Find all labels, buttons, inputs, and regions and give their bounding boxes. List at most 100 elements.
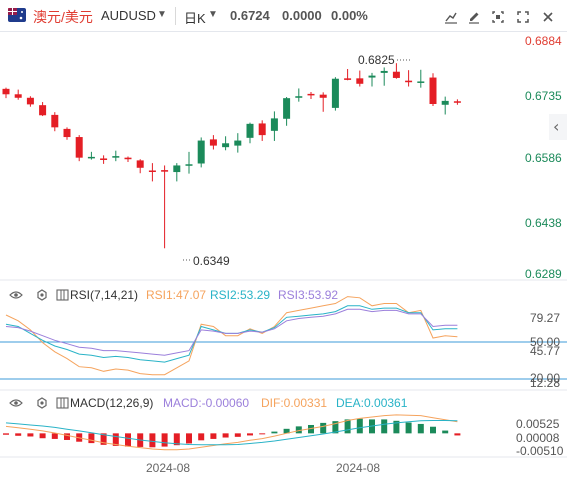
close-button[interactable] — [538, 7, 558, 27]
candle-down — [51, 112, 59, 132]
settings-icon[interactable] — [37, 397, 47, 409]
candle-up — [368, 72, 376, 87]
chart-area[interactable]: 0.6884 0.6735 0.6586 0.6438 0.6289 0.682… — [0, 32, 567, 484]
candle-down — [209, 135, 217, 150]
chevron-left-icon: ‹ — [553, 117, 559, 136]
screenshot-button[interactable] — [488, 7, 508, 27]
candle-body — [258, 123, 266, 136]
dif-value: DIF:0.00331 — [261, 396, 327, 410]
candle-up — [417, 69, 425, 88]
rsi-lines — [5, 296, 458, 376]
candle-body — [344, 78, 352, 80]
candle-body — [51, 114, 59, 128]
rsi-tick-label: 20.00 — [530, 371, 560, 385]
macd-histogram-bar — [259, 433, 266, 435]
dea-line — [5, 420, 458, 446]
rsi-title: RSI(7,14,21) — [70, 288, 138, 302]
pencil-button[interactable] — [464, 7, 484, 27]
dif-line — [5, 414, 458, 451]
eye-icon[interactable] — [9, 399, 23, 407]
macd-bars-and-lines — [3, 414, 461, 451]
candle-body — [26, 97, 34, 105]
candle-up — [270, 111, 278, 141]
candle-up — [246, 122, 254, 144]
candle-body — [100, 158, 108, 160]
chart-type-icon[interactable] — [56, 289, 69, 301]
candle-body — [161, 170, 169, 172]
candlestick-panel[interactable] — [2, 63, 461, 249]
price-change-percent: 0.00% — [331, 8, 368, 23]
macd-histogram-bar — [64, 433, 70, 440]
macd-histogram-bar — [27, 433, 34, 437]
chevron-down-icon[interactable]: ▼ — [157, 9, 167, 20]
macd-header: MACD(12,26,9) MACD:-0.00060 DIF:0.00331 … — [9, 396, 408, 410]
candle-body — [197, 140, 205, 164]
expand-panel-button[interactable]: ‹ — [549, 114, 567, 140]
chart-toolbar: 澳元/美元 AUDUSD ▼ 日K ▼ 0.6724 0.0000 0.00% — [0, 0, 567, 32]
candle-down — [161, 165, 169, 249]
candle-body — [246, 123, 254, 138]
candle-body — [270, 118, 278, 131]
candle-down — [453, 99, 461, 105]
rsi3-line — [5, 308, 458, 356]
macd-histogram-bar — [344, 419, 351, 434]
chevron-down-icon[interactable]: ▼ — [208, 9, 218, 20]
candle-body — [87, 156, 95, 159]
candle-body — [112, 156, 120, 158]
candle-down — [429, 73, 437, 106]
candle-down — [405, 70, 413, 87]
draw-line-icon — [445, 12, 457, 24]
candle-down — [148, 163, 156, 182]
candle-down — [2, 87, 10, 99]
settings-icon[interactable] — [37, 289, 47, 301]
candle-up — [173, 163, 181, 182]
pencil-icon — [469, 12, 479, 24]
macd-histogram-bar — [430, 426, 436, 434]
symbol-code[interactable]: AUDUSD — [101, 8, 156, 23]
macd-histogram-bar — [125, 433, 131, 447]
chart-type-icon[interactable] — [56, 397, 69, 409]
dea-value: DEA:0.00361 — [336, 396, 408, 410]
draw-line-button[interactable] — [441, 7, 461, 27]
macd-histogram-bar — [112, 433, 119, 446]
candle-body — [234, 140, 242, 146]
price-tick-label: 0.6438 — [525, 216, 562, 230]
price-tick-label: 0.6884 — [525, 34, 562, 48]
macd-histogram-bar — [247, 433, 253, 436]
macd-histogram-bar — [271, 431, 278, 434]
candle-up — [295, 88, 303, 102]
price-tick-label: 0.6289 — [525, 267, 562, 281]
macd-histogram-bar — [234, 433, 241, 437]
macd-histogram-bar — [442, 430, 449, 434]
macd-histogram-bar — [173, 433, 180, 446]
macd-histogram-bar — [332, 421, 339, 434]
candle-down — [124, 156, 132, 162]
toolbar-divider — [175, 7, 176, 25]
candle-body — [39, 105, 47, 116]
candle-up — [234, 133, 242, 153]
date-tick-label: 2024-08 — [146, 461, 190, 475]
currency-pair-name[interactable]: 澳元/美元 — [33, 9, 93, 25]
eye-icon[interactable] — [9, 291, 23, 299]
candle-down — [75, 135, 83, 162]
rsi-tick-label: 12.28 — [530, 376, 560, 390]
candle-down — [100, 155, 108, 164]
candle-body — [63, 128, 71, 138]
macd-histogram-bar — [149, 433, 156, 448]
macd-value: MACD:-0.00060 — [163, 396, 249, 410]
candle-up — [380, 67, 388, 86]
candle-body — [392, 71, 400, 78]
rsi1-value: RSI1:47.07 — [146, 288, 206, 302]
macd-histogram-bar — [88, 433, 95, 444]
period-selector[interactable]: 日K — [184, 11, 206, 26]
macd-tick-label: 0.00525 — [516, 417, 560, 431]
macd-histogram-bar — [39, 433, 46, 439]
date-tick-label: 2024-08 — [336, 461, 380, 475]
fullscreen-button[interactable] — [513, 7, 533, 27]
price-change: 0.0000 — [282, 8, 322, 23]
candle-down — [14, 89, 22, 100]
time-axis: 2024-08 2024-08 — [146, 461, 380, 475]
macd-histogram-bar — [308, 424, 314, 434]
candle-down — [136, 159, 144, 174]
rsi2-value: RSI2:53.29 — [210, 288, 270, 302]
